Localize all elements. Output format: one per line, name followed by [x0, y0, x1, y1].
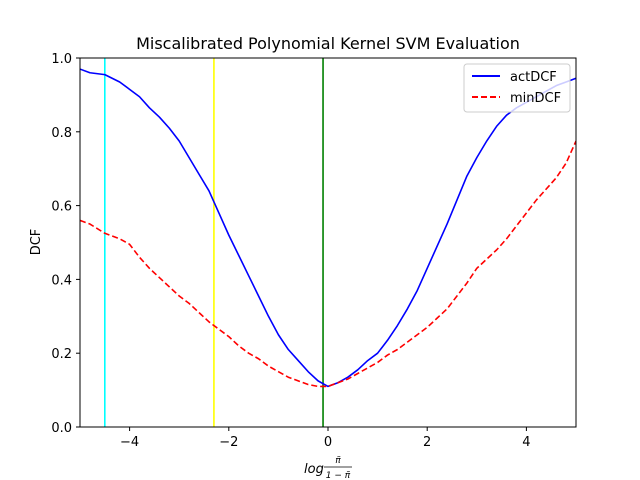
- x-tick-label: −2: [219, 435, 238, 450]
- legend-label-mindcf: minDCF: [510, 91, 561, 106]
- x-axis-label-denominator: 1 − π̃: [326, 471, 351, 480]
- x-axis-label-numerator: π̃: [335, 456, 341, 466]
- y-tick-label: 0.6: [51, 200, 72, 215]
- chart-title: Miscalibrated Polynomial Kernel SVM Eval…: [136, 34, 520, 53]
- x-axis-label-base: log: [304, 462, 324, 477]
- legend: actDCF minDCF: [464, 64, 570, 112]
- y-tick-label: 1.0: [51, 52, 72, 67]
- legend-label-actdcf: actDCF: [510, 70, 557, 85]
- y-axis-label: DCF: [29, 229, 44, 256]
- x-tick-label: −4: [120, 435, 139, 450]
- y-tick-label: 0.0: [51, 421, 72, 436]
- x-tick-label: 4: [522, 435, 530, 450]
- y-tick-label: 0.2: [51, 347, 72, 362]
- y-tick-label: 0.8: [51, 126, 72, 141]
- x-tick-label: 2: [423, 435, 431, 450]
- y-tick-label: 0.4: [51, 273, 72, 288]
- x-tick-label: 0: [324, 435, 332, 450]
